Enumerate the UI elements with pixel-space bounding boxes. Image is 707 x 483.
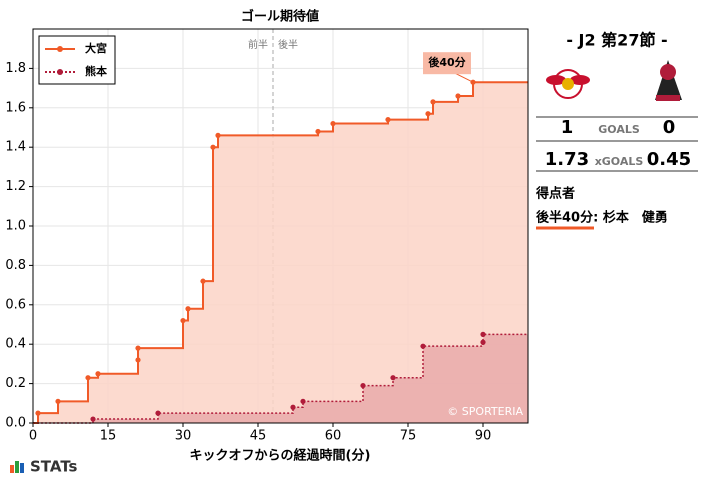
series-area (33, 334, 528, 423)
data-point (135, 345, 141, 351)
data-point (210, 144, 216, 150)
data-point (55, 398, 61, 404)
x-tick-label: 90 (475, 429, 492, 444)
data-point (290, 404, 296, 410)
away-goals: 0 (663, 117, 676, 138)
side-panel: - J2 第27節 - 1 GOALS 0 1.73 xGOALS 0.45 得… (535, 31, 698, 230)
data-point (85, 375, 91, 381)
annotation-text: 後40分 (428, 55, 465, 69)
chart-title: ゴール期待値 (241, 9, 319, 25)
footer-logo: STATs (10, 458, 78, 476)
data-point (455, 93, 461, 99)
series-area (33, 82, 528, 423)
annotation-box (423, 52, 471, 75)
y-tick-label: 0.2 (5, 376, 26, 391)
first-half-label: 前半 (248, 38, 268, 51)
x-tick-label: 15 (100, 429, 117, 444)
x-tick-label: 30 (175, 429, 192, 444)
y-tick-label: 1.4 (5, 140, 26, 155)
data-point (300, 398, 306, 404)
y-tick-label: 0.8 (5, 258, 26, 273)
scorers-title: 得点者 (535, 186, 575, 202)
data-point (185, 306, 191, 312)
data-point (155, 410, 161, 416)
series-line (33, 333, 528, 424)
y-tick-label: 1.0 (5, 219, 26, 234)
legend-marker (57, 46, 63, 52)
home-logo (546, 69, 590, 99)
home-goals: 1 (561, 117, 574, 138)
data-point (480, 331, 486, 337)
data-point (430, 99, 436, 105)
legend-marker (57, 69, 63, 75)
data-point (480, 339, 486, 345)
legend-box (38, 35, 116, 85)
x-tick-label: 60 (325, 429, 342, 444)
plot-frame (32, 28, 529, 424)
x-tick-label: 45 (250, 429, 267, 444)
y-tick-label: 0.6 (5, 297, 26, 312)
xg-label: xGOALS (595, 155, 644, 168)
match-title: - J2 第27節 - (566, 31, 667, 50)
y-tick-label: 1.6 (5, 100, 26, 115)
legend-label: 熊本 (85, 64, 107, 78)
goals-label: GOALS (598, 123, 640, 136)
data-point (360, 382, 366, 389)
data-point (330, 120, 336, 127)
data-point (200, 278, 206, 284)
data-point (90, 416, 96, 422)
data-point (95, 371, 101, 377)
data-point (425, 111, 431, 117)
plot: 0.0 0.2 0.4 0.6 0.8 1.0 1.2 1.4 1.6 1.8 0 15 30 45 60 7… (5, 28, 529, 444)
home-xg: 1.73 (545, 149, 589, 170)
away-logo (655, 60, 682, 101)
data-point (35, 410, 41, 416)
data-point (215, 132, 221, 138)
y-tick-label: 0.0 (5, 416, 26, 431)
second-half-label: 後半 (278, 38, 298, 51)
y-tick-label: 1.2 (5, 179, 26, 194)
y-tick-label: 1.8 (5, 61, 26, 76)
data-point (135, 357, 141, 363)
legend-label: 大宮 (85, 41, 107, 55)
data-point (180, 317, 186, 324)
y-tick-label: 0.4 (5, 337, 26, 352)
data-point (315, 128, 321, 135)
data-point (420, 343, 426, 349)
x-tick-label: 0 (29, 429, 37, 444)
credit: © SPORTERIA (447, 405, 523, 418)
data-point (385, 117, 391, 123)
data-point (390, 375, 396, 381)
x-axis-label: キックオフからの経過時間(分) (190, 448, 371, 464)
away-xg: 0.45 (647, 149, 691, 170)
scorer: 後半40分: 杉本 健勇 (536, 210, 668, 226)
x-tick-label: 75 (400, 429, 417, 444)
footer-logo-text: STATs (30, 458, 78, 476)
